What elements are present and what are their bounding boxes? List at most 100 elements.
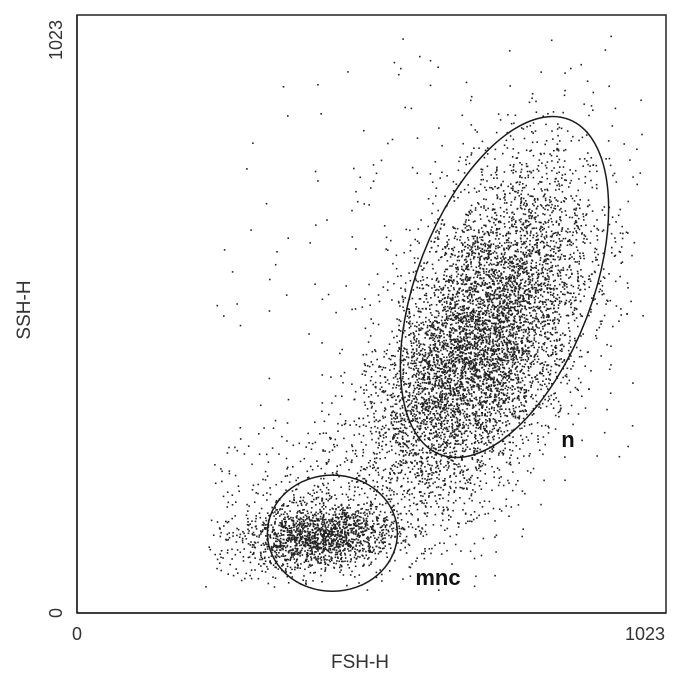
data-point [472,308,475,310]
data-point [390,239,392,242]
data-point [507,316,510,318]
data-point [484,350,487,352]
data-point [596,227,598,230]
data-point [496,379,498,382]
data-point [533,413,535,415]
data-point [480,227,483,229]
data-point [479,433,481,436]
data-point [467,279,469,282]
data-point [545,234,548,237]
data-point [474,414,477,417]
data-point [463,312,466,314]
data-point [458,255,460,258]
data-point [418,329,420,332]
data-point [389,369,391,371]
data-point [471,457,473,459]
data-point [550,266,552,269]
data-point [507,299,510,301]
data-point [499,296,501,298]
data-point [525,205,527,207]
data-point [545,262,547,265]
data-point [579,199,581,201]
data-point [476,329,479,331]
data-point [494,317,496,319]
data-point [574,296,577,299]
data-point [445,313,448,315]
data-point [396,477,399,480]
data-point [557,269,560,271]
data-point [521,490,524,492]
data-point [497,394,500,396]
data-point [558,185,561,187]
data-point [492,252,494,254]
data-point [489,376,492,379]
data-point [511,366,514,368]
data-point [584,407,587,409]
data-point [527,321,529,323]
data-point [553,322,555,325]
data-point [617,214,620,217]
data-point [494,394,496,397]
data-point [548,323,550,325]
data-point [532,342,534,345]
data-point [449,311,452,313]
data-point [543,306,546,308]
data-point [498,373,500,376]
data-point [462,488,464,490]
data-point [483,249,486,252]
data-point [545,167,548,169]
data-point [529,381,531,383]
data-point [468,343,470,346]
data-point [530,328,533,330]
data-point [479,258,481,261]
data-point [524,177,527,179]
data-point [488,358,491,361]
data-point [551,351,554,354]
data-point [494,393,496,396]
data-point [421,387,423,390]
data-point [523,202,526,204]
data-point [473,442,476,444]
data-point [536,355,539,358]
data-point [439,400,441,403]
data-point [534,301,536,303]
data-point [462,362,464,364]
data-point [547,432,550,434]
data-point [433,413,435,415]
data-point [449,487,452,490]
data-point [542,213,544,215]
data-point [456,259,459,262]
data-point [485,291,487,294]
data-point [499,261,501,263]
data-point [459,486,462,489]
data-point [444,411,446,414]
data-point [429,344,432,346]
data-point [466,399,468,401]
data-point [460,340,463,343]
data-point [484,245,487,248]
data-point [454,296,457,298]
data-point [478,336,480,339]
data-point [476,459,479,461]
data-point [475,304,478,306]
data-point [528,294,530,297]
data-point [413,338,416,341]
data-point [479,402,482,404]
data-point [520,337,523,340]
data-point [463,283,466,286]
data-point [506,321,509,323]
data-point [471,315,473,318]
data-point [497,405,499,407]
data-point [575,195,578,197]
data-point [530,314,532,317]
data-point [520,267,522,270]
data-point [595,337,598,340]
data-point [455,369,457,372]
data-point [471,294,473,296]
data-point [481,282,484,285]
data-point [519,282,522,285]
data-point [452,407,455,410]
data-point [524,213,527,216]
data-point [435,435,437,437]
data-point [479,271,481,274]
